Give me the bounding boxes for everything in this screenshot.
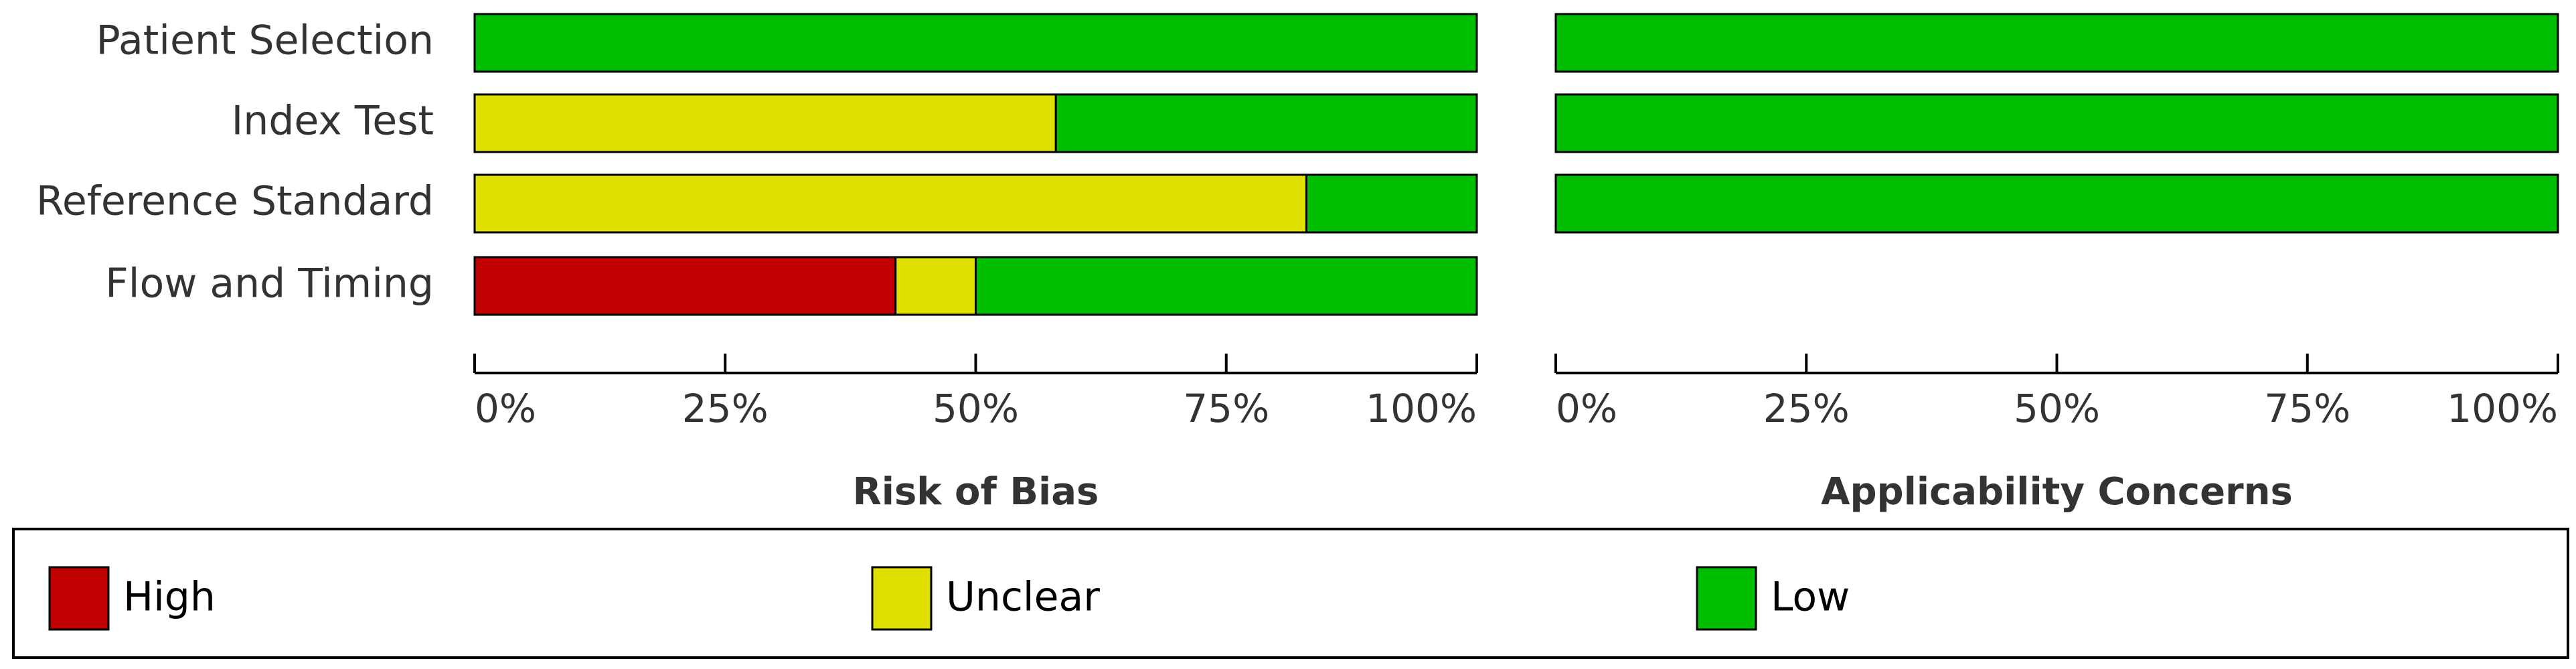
legend-swatch xyxy=(871,566,933,631)
category-label: Reference Standard xyxy=(36,178,434,225)
x-tick-label: 50% xyxy=(2014,386,2100,431)
x-tick-label: 100% xyxy=(2447,386,2558,431)
bar-segment xyxy=(473,93,1057,153)
bar-segment xyxy=(1305,173,1478,234)
bar-segment xyxy=(894,256,977,316)
legend-label: Low xyxy=(1771,574,1850,621)
category-label: Flow and Timing xyxy=(105,261,434,307)
bar-segment xyxy=(1054,93,1478,153)
bar-segment xyxy=(473,13,1478,73)
x-tick-label: 0% xyxy=(475,386,536,431)
bar-segment xyxy=(473,256,897,316)
x-tick-label: 75% xyxy=(2264,386,2350,431)
legend-swatch xyxy=(1696,566,1757,631)
bar-segment xyxy=(1554,173,2559,234)
legend-box xyxy=(12,528,2569,659)
x-tick-label: 25% xyxy=(682,386,769,431)
panel-title: Risk of Bias xyxy=(853,470,1099,514)
legend-label: Unclear xyxy=(946,574,1100,621)
legend-label: High xyxy=(123,574,216,621)
bar-segment xyxy=(1554,13,2559,73)
x-tick-label: 75% xyxy=(1183,386,1269,431)
panel-title: Applicability Concerns xyxy=(1821,470,2293,514)
bar-segment xyxy=(473,173,1308,234)
legend-swatch xyxy=(48,566,110,631)
bar-segment xyxy=(975,256,1478,316)
x-tick-label: 0% xyxy=(1556,386,1617,431)
x-tick-label: 100% xyxy=(1366,386,1477,431)
category-label: Index Test xyxy=(232,98,434,145)
x-tick-label: 50% xyxy=(933,386,1019,431)
x-tick-label: 25% xyxy=(1763,386,1850,431)
bar-segment xyxy=(1554,93,2559,153)
category-label: Patient Selection xyxy=(96,17,434,64)
